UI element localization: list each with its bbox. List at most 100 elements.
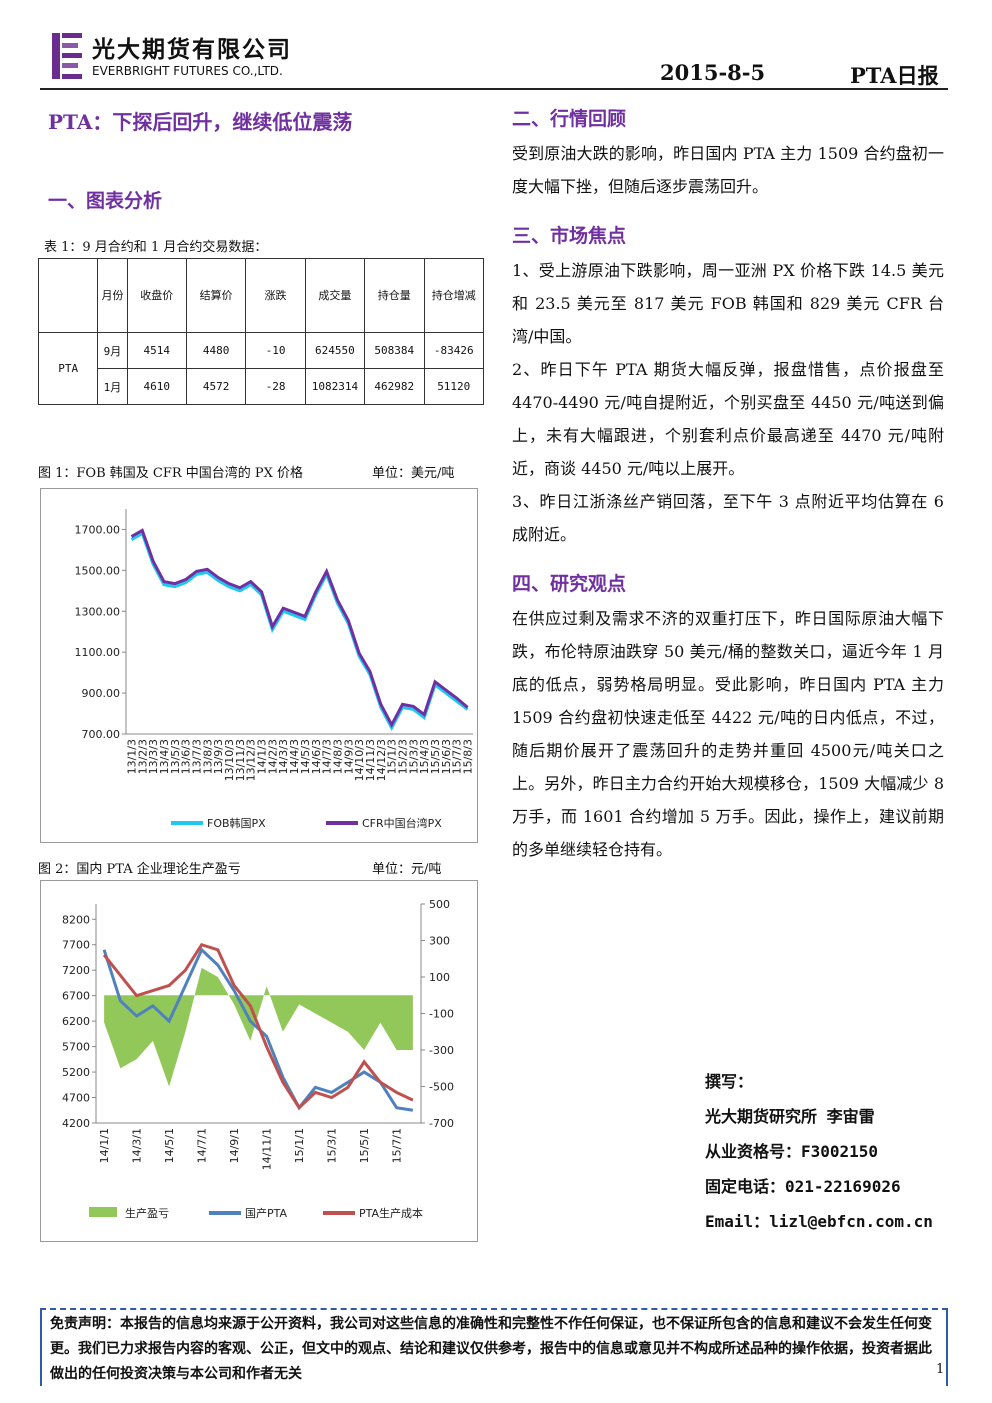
table-cell: -83426 [423, 332, 484, 369]
x-tick-label: 13/11/3 [234, 739, 247, 781]
table-cell: 9月 [97, 332, 128, 369]
x-tick-label: 15/3/1 [326, 1128, 339, 1163]
section-title: 二、行情回顾 [512, 108, 627, 130]
table-header: 收盘价 [126, 258, 187, 333]
y-tick-label: 6700 [62, 990, 90, 1003]
legend-label: CFR中国台湾PX [362, 816, 442, 830]
legend-swatch [89, 1207, 117, 1217]
section-title: 四、研究观点 [512, 573, 627, 595]
paragraph: 2、昨日下午 PTA 期货大幅反弹，报盘惜售，点价报盘至 4470-4490 元… [512, 360, 944, 478]
x-tick-label: 14/1/1 [98, 1128, 111, 1163]
x-tick-label: 14/5/3 [299, 739, 312, 774]
table-header: 结算价 [185, 258, 247, 333]
x-tick-label: 14/2/3 [266, 739, 279, 774]
y-tick-label: 900.00 [82, 687, 121, 700]
x-tick-label: 13/4/3 [158, 739, 171, 774]
section-title: 一、图表分析 [48, 190, 163, 212]
legend-label: 生产盈亏 [125, 1206, 169, 1220]
x-tick-label: 15/4/3 [418, 739, 431, 774]
x-tick-label: 14/9/3 [342, 739, 355, 774]
table-header: 月份 [97, 258, 128, 333]
table-cell: 624550 [304, 332, 366, 369]
y-tick-label: 700.00 [82, 728, 121, 741]
x-tick-label: 14/4/3 [288, 739, 301, 774]
y-tick-label: 7200 [62, 964, 90, 977]
company-en: EVERBRIGHT FUTURES CO.,LTD. [92, 64, 283, 78]
line [130, 531, 469, 732]
y-tick-label: 500 [429, 898, 450, 911]
author-label: 撰写： [705, 1072, 754, 1091]
table-cell: -10 [245, 332, 306, 369]
author-block: 撰写： 光大期货研究所 李宙雷 从业资格号：F3002150 固定电话：021-… [705, 1068, 933, 1243]
table-header: 持仓量 [364, 258, 425, 333]
y-tick-label: 4200 [62, 1117, 90, 1130]
y-tick-label: 1500.00 [75, 564, 121, 577]
header-rule [40, 88, 948, 90]
chart-caption: 图 2：国内 PTA 企业理论生产盈亏 [38, 862, 241, 877]
y-tick-label: 1700.00 [75, 523, 121, 536]
legend-label: 国产PTA [245, 1206, 287, 1220]
table-cell: 4572 [185, 368, 247, 405]
x-tick-label: 14/11/1 [261, 1128, 274, 1170]
x-tick-label: 14/3/1 [131, 1128, 144, 1163]
author-name: 光大期货研究所 李宙雷 [705, 1107, 875, 1126]
x-tick-label: 15/6/3 [440, 739, 453, 774]
x-tick-label: 15/3/3 [407, 739, 420, 774]
y-tick-label: -300 [429, 1044, 454, 1057]
x-tick-label: 13/9/3 [212, 739, 225, 774]
x-tick-label: 13/3/3 [147, 739, 160, 774]
x-tick-label: 14/10/3 [353, 739, 366, 781]
y-tick-label: -500 [429, 1081, 454, 1094]
y-tick-label: -700 [429, 1117, 454, 1130]
logo [52, 33, 82, 79]
y-tick-label: 4700 [62, 1092, 90, 1105]
paragraph: 3、昨日江浙涤丝产销回落，至下午 3 点附近平均估算在 6 成附近。 [512, 492, 944, 544]
x-tick-label: 13/12/3 [245, 739, 258, 781]
x-tick-label: 13/10/3 [223, 739, 236, 781]
x-tick-label: 14/5/1 [163, 1128, 176, 1163]
author-email: Email：lizl@ebfcn.com.cn [705, 1212, 933, 1231]
x-tick-label: 14/1/3 [256, 739, 269, 774]
page-number: 1 [936, 1362, 945, 1377]
headline: PTA：下探后回升，继续低位震荡 [48, 110, 353, 134]
table-header: 持仓增减 [423, 258, 484, 333]
table-cell: -28 [245, 368, 306, 405]
table-row: 1月 4610 4572 -28 1082314 462982 51120 [39, 368, 484, 405]
x-tick-label: 14/9/1 [228, 1128, 241, 1163]
table-cell: 1月 [97, 368, 128, 405]
x-tick-label: 15/1/3 [386, 739, 399, 774]
paragraph: 1、受上游原油下跌影响，周一亚洲 PX 价格下跌 14.5 美元和 23.5 美… [512, 261, 944, 346]
y-tick-label: 8200 [62, 913, 90, 926]
x-tick-label: 15/7/3 [451, 739, 464, 774]
author-license: 从业资格号：F3002150 [705, 1142, 879, 1161]
x-tick-label: 15/7/1 [391, 1128, 404, 1163]
section-title: 三、市场焦点 [512, 225, 627, 247]
x-tick-label: 13/1/3 [125, 739, 138, 774]
table-cell [37, 258, 99, 333]
x-tick-label: 13/7/3 [190, 739, 203, 774]
paragraph: 在供应过剩及需求不济的双重打压下，昨日国际原油大幅下跌，布伦特原油跌穿 50 美… [512, 609, 944, 859]
author-phone: 固定电话：021-22169026 [705, 1177, 901, 1196]
chart: 700.00 900.00 1100.00 1300.00 1500.00 1700.00… [40, 488, 478, 843]
x-tick-label: 15/5/3 [429, 739, 442, 774]
x-tick-label: 14/7/1 [196, 1128, 209, 1163]
table-cell: 4610 [126, 368, 187, 405]
data-table: 月份 收盘价 结算价 涨跌 成交量 持仓量 持仓增减 PTA 9月 4514 4480 -10 624… [37, 258, 484, 405]
x-tick-label: 14/7/3 [321, 739, 334, 774]
table-cell: 4514 [126, 332, 187, 369]
chart: 4200 4700 5200 5700 6200 6700 7200 7700 8200 -700… [40, 880, 478, 1242]
table-header-row: 月份 收盘价 结算价 涨跌 成交量 持仓量 持仓增减 [37, 258, 484, 333]
disclaimer: 免责声明：本报告的信息均来源于公开资料，我公司对这些信息的准确性和完整性不作任何… [50, 1316, 932, 1382]
disclaimer-box: 免责声明：本报告的信息均来源于公开资料，我公司对这些信息的准确性和完整性不作任何… [40, 1308, 948, 1386]
table-cell: 1082314 [304, 368, 366, 405]
company-cn: 光大期货有限公司 [92, 36, 292, 63]
y-tick-label: 7700 [62, 939, 90, 952]
y-tick-label: 5700 [62, 1041, 90, 1054]
line [102, 942, 414, 1111]
y-tick-label: -100 [429, 1008, 454, 1021]
y-tick-label: 300 [429, 935, 450, 948]
table-caption: 表 1：9 月合约和 1 月合约交易数据： [44, 240, 268, 255]
x-tick-label: 14/8/3 [331, 739, 344, 774]
table-cell: 462982 [364, 368, 425, 405]
